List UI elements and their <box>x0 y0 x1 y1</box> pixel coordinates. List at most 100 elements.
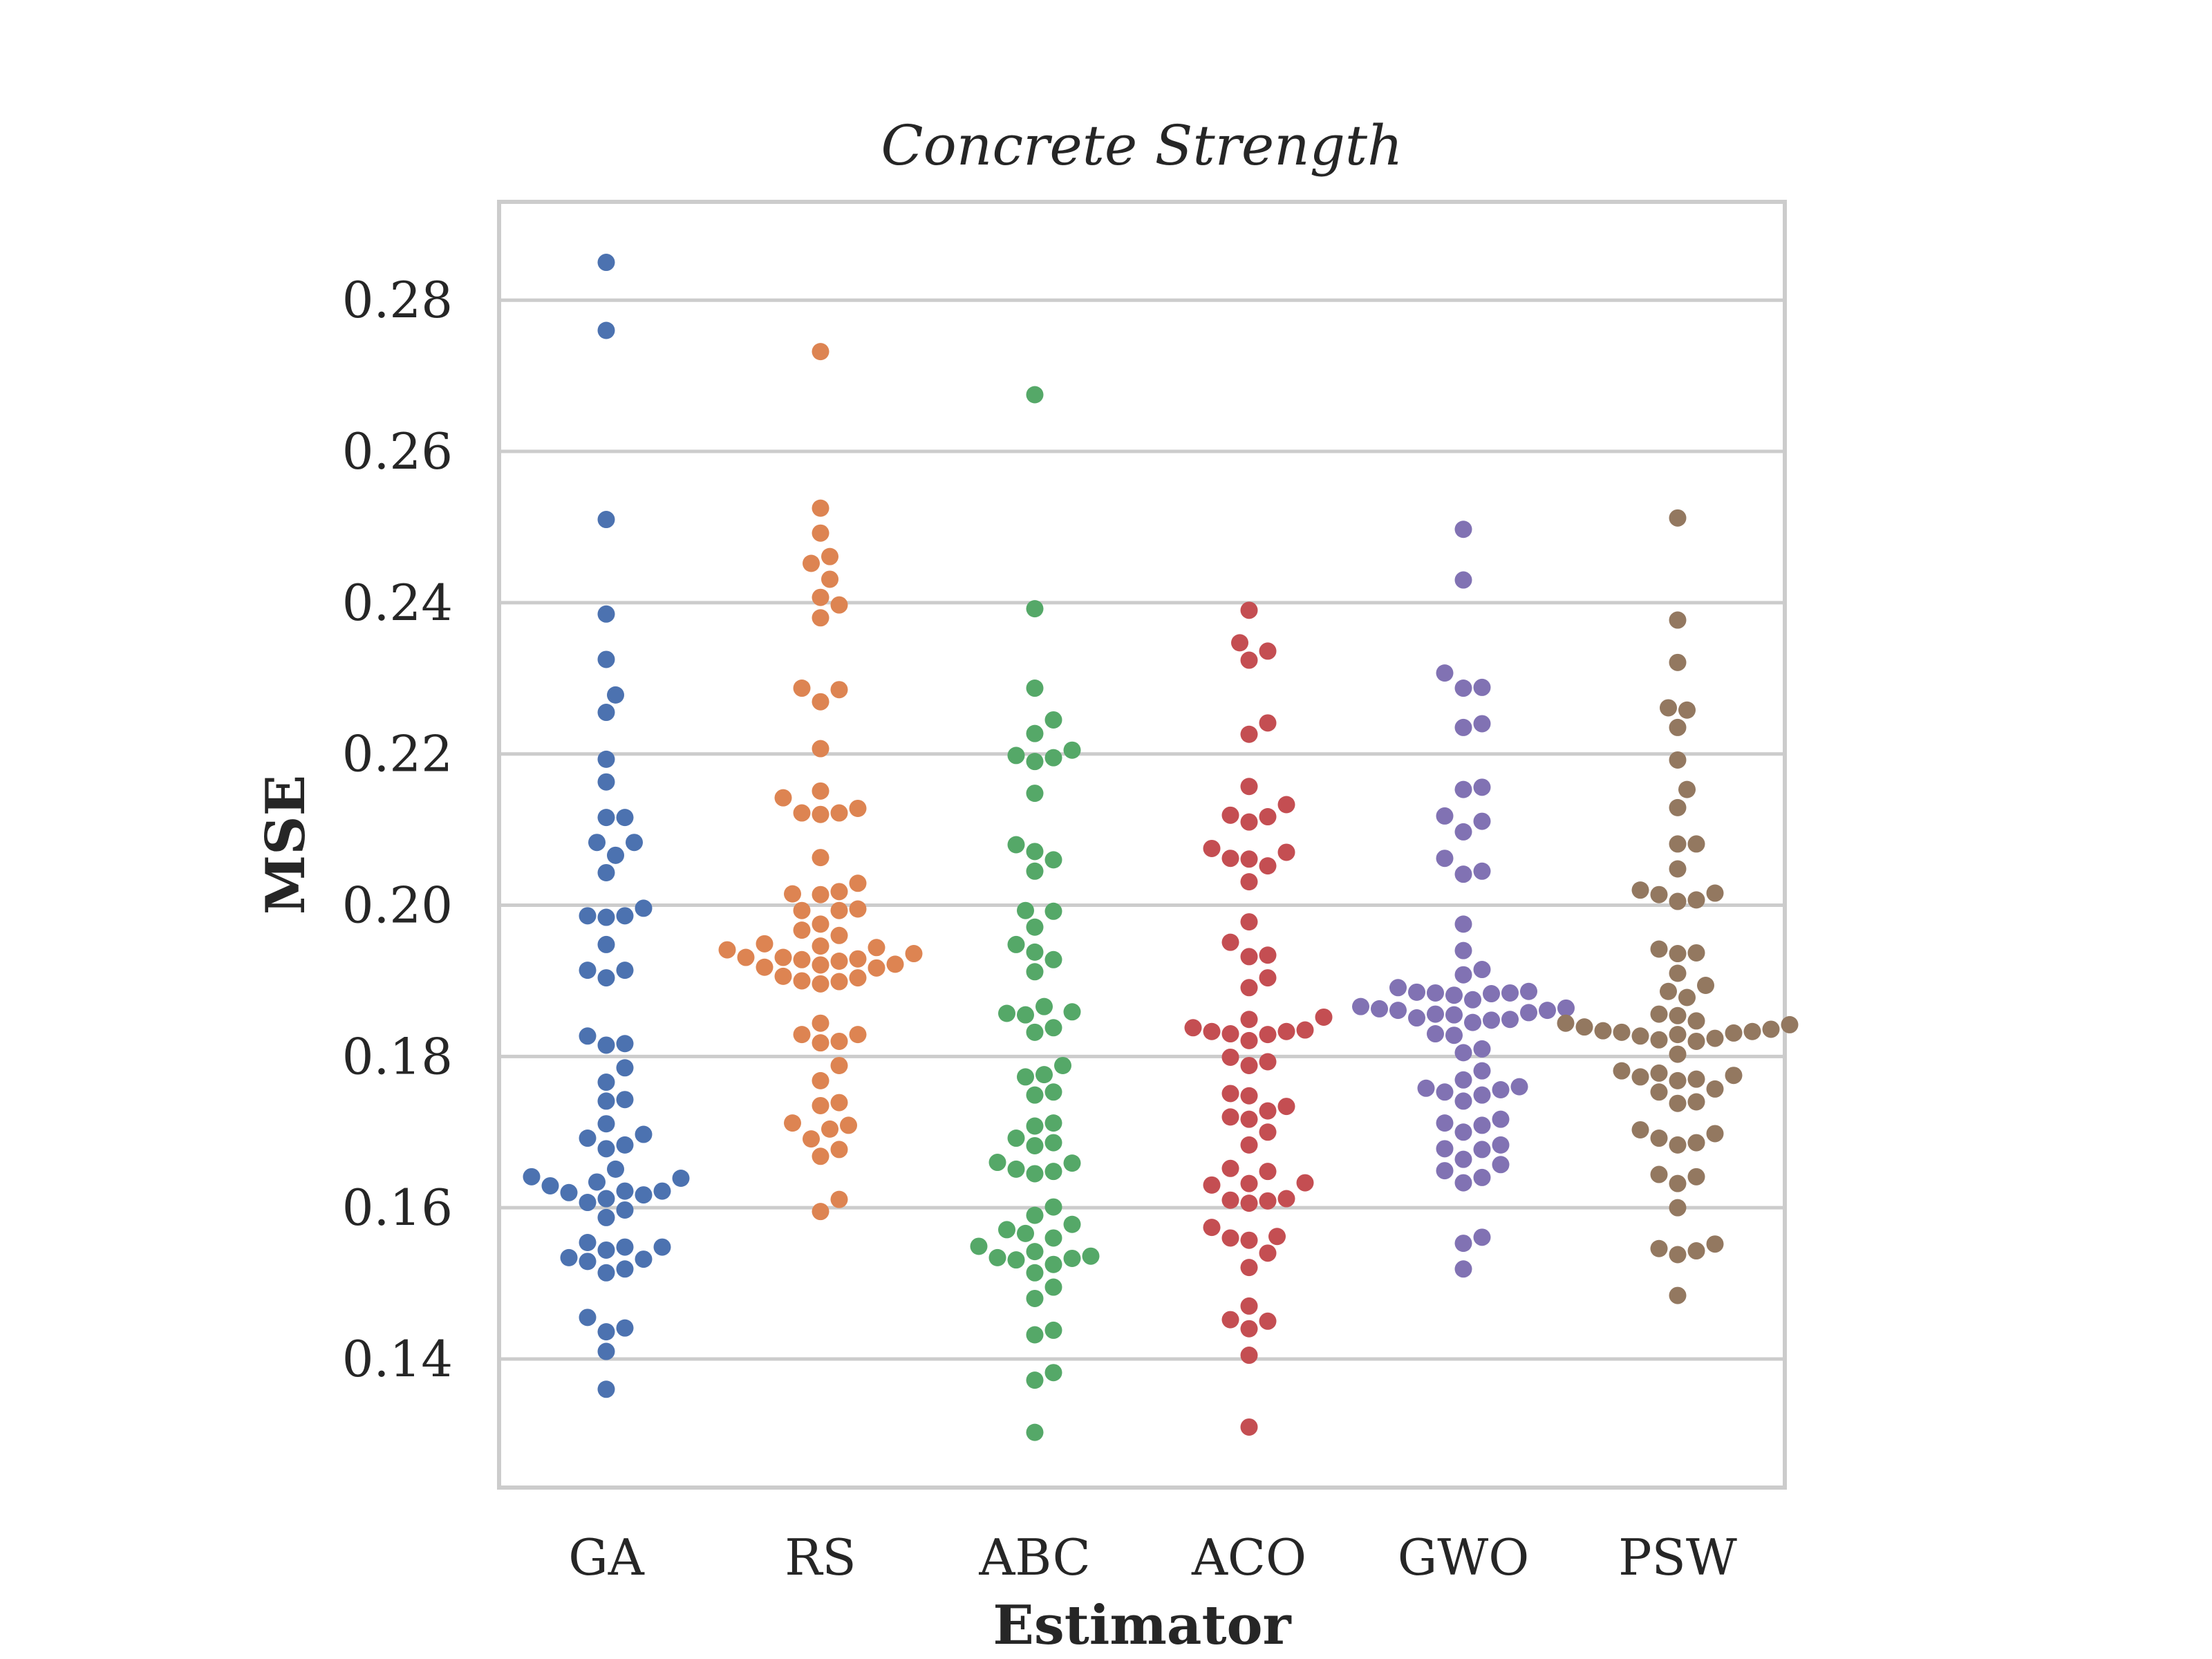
data-point-psw <box>1669 945 1687 963</box>
data-point-rs <box>849 1026 867 1044</box>
data-point-gwo <box>1464 991 1481 1009</box>
data-point-gwo <box>1427 984 1444 1002</box>
data-point-rs <box>812 609 830 627</box>
data-point-gwo <box>1473 812 1491 830</box>
data-point-aco <box>1203 1022 1221 1040</box>
y-tick-label: 0.28 <box>342 271 453 329</box>
data-point-aco <box>1240 948 1258 966</box>
data-point-psw <box>1669 892 1687 910</box>
data-point-abc <box>1044 1198 1062 1216</box>
data-point-psw <box>1669 798 1687 816</box>
data-point-psw <box>1660 699 1677 717</box>
data-point-rs <box>803 554 820 572</box>
data-point-abc <box>1026 1136 1044 1154</box>
data-point-ga <box>607 686 624 704</box>
data-point-ga <box>616 1238 634 1256</box>
data-point-rs <box>849 874 867 892</box>
data-point-rs <box>784 885 801 903</box>
data-point-aco <box>1240 1259 1258 1277</box>
data-point-psw <box>1613 1023 1631 1041</box>
data-point-gwo <box>1389 979 1407 997</box>
data-point-gwo <box>1454 823 1472 841</box>
data-point-rs <box>830 952 848 970</box>
data-point-rs <box>737 948 755 966</box>
data-point-gwo <box>1557 999 1575 1017</box>
data-point-psw <box>1725 1067 1743 1085</box>
data-point-gwo <box>1454 679 1472 697</box>
data-point-ga <box>616 907 634 925</box>
data-point-ga <box>597 321 615 339</box>
data-point-aco <box>1277 1190 1295 1208</box>
data-point-abc <box>1026 1289 1044 1307</box>
data-point-rs <box>886 955 904 973</box>
data-point-psw <box>1660 982 1677 1000</box>
data-point-psw <box>1669 1094 1687 1112</box>
data-point-rs <box>830 681 848 699</box>
data-point-aco <box>1240 1056 1258 1074</box>
data-point-psw <box>1669 835 1687 853</box>
data-point-psw <box>1706 1029 1724 1047</box>
data-point-psw <box>1669 509 1687 527</box>
data-point-abc <box>1026 785 1044 803</box>
data-point-psw <box>1669 1174 1687 1192</box>
data-point-ga <box>616 1319 634 1337</box>
data-point-ga <box>560 1248 578 1266</box>
data-point-psw <box>1687 1012 1705 1030</box>
data-point-gwo <box>1492 1080 1510 1098</box>
data-point-gwo <box>1436 1114 1454 1132</box>
data-point-abc <box>1063 1003 1081 1021</box>
data-point-ga <box>626 834 643 852</box>
data-point-abc <box>1044 1321 1062 1339</box>
data-point-ga <box>597 1036 615 1054</box>
data-point-gwo <box>1454 1150 1472 1168</box>
data-point-rs <box>868 959 885 977</box>
data-point-rs <box>821 1120 838 1138</box>
data-point-psw <box>1687 1032 1705 1050</box>
data-point-aco <box>1240 979 1258 997</box>
x-tick-labels: GA RS ABC ACO GWO PSW <box>568 1528 1737 1586</box>
data-point-gwo <box>1464 1013 1481 1031</box>
data-point-aco <box>1240 1031 1258 1049</box>
data-point-psw <box>1669 611 1687 629</box>
data-point-ga <box>579 962 597 980</box>
data-point-aco <box>1259 1163 1277 1181</box>
data-point-abc <box>988 1248 1006 1266</box>
data-point-gwo <box>1473 715 1491 733</box>
data-point-ga <box>597 704 615 722</box>
data-point-ga <box>597 1241 615 1259</box>
data-point-gwo <box>1454 1174 1472 1192</box>
data-point-aco <box>1240 873 1258 891</box>
data-point-abc <box>1026 679 1044 697</box>
data-point-psw <box>1650 1005 1668 1023</box>
data-point-rs <box>830 804 848 822</box>
data-point-abc <box>1082 1247 1100 1265</box>
data-point-psw <box>1650 1165 1668 1183</box>
data-point-abc <box>1044 851 1062 869</box>
data-point-psw <box>1706 1125 1724 1143</box>
data-point-gwo <box>1454 780 1472 798</box>
data-point-rs <box>793 972 811 990</box>
data-point-aco <box>1277 1022 1295 1040</box>
data-point-gwo <box>1445 1027 1463 1044</box>
data-point-gwo <box>1473 1062 1491 1080</box>
data-point-rs <box>830 1141 848 1159</box>
data-point-psw <box>1631 1121 1649 1138</box>
data-point-abc <box>1007 1251 1025 1269</box>
data-point-ga <box>607 846 624 864</box>
data-point-aco <box>1259 1026 1277 1044</box>
x-tick-label: GA <box>568 1528 645 1586</box>
data-point-gwo <box>1352 997 1369 1015</box>
data-point-rs <box>812 693 830 711</box>
data-point-aco <box>1221 1048 1239 1066</box>
data-point-rs <box>718 941 736 959</box>
data-point-ga <box>616 1182 634 1200</box>
data-point-abc <box>1054 1056 1071 1074</box>
data-point-psw <box>1669 751 1687 769</box>
data-point-abc <box>1044 950 1062 968</box>
data-point-rs <box>812 885 830 903</box>
data-point-rs <box>830 883 848 901</box>
data-point-aco <box>1315 1008 1333 1026</box>
data-point-ga <box>597 809 615 827</box>
data-point-ga <box>597 254 615 272</box>
data-point-aco <box>1259 808 1277 826</box>
